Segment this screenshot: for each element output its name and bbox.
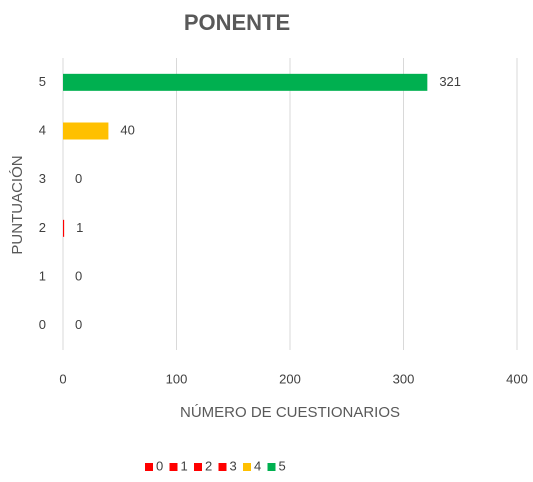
legend-swatch: [169, 463, 178, 471]
legend-label: 3: [230, 458, 237, 473]
legend-swatch: [145, 463, 153, 471]
y-tick-label: 0: [39, 317, 46, 332]
legend-swatch: [243, 463, 251, 471]
legend-label: 4: [254, 458, 261, 473]
data-label: 0: [75, 268, 82, 283]
legend-swatch: [194, 463, 202, 471]
y-tick-label: 3: [39, 171, 46, 186]
y-axis-title: PUNTUACIÓN: [9, 155, 26, 254]
x-tick-label: 300: [393, 371, 415, 386]
x-axis-title: NÚMERO DE CUESTIONARIOS: [180, 404, 400, 421]
data-label: 0: [75, 171, 82, 186]
legend-label: 0: [156, 458, 163, 473]
legend-label: 1: [181, 458, 188, 473]
legend-label: 2: [205, 458, 212, 473]
data-label: 321: [439, 74, 461, 89]
legend-label: 5: [279, 458, 286, 473]
bar: [63, 73, 428, 91]
bar: [63, 122, 109, 140]
x-tick-label: 0: [59, 371, 66, 386]
data-label: 0: [75, 317, 82, 332]
y-tick-label: 5: [39, 74, 46, 89]
legend-swatch: [218, 463, 227, 471]
data-label: 40: [120, 122, 134, 137]
legend-swatch: [267, 463, 276, 471]
chart-title: PONENTE: [184, 10, 290, 35]
bar: [63, 219, 65, 237]
x-tick-label: 200: [279, 371, 301, 386]
x-tick-label: 100: [166, 371, 188, 386]
y-tick-label: 1: [39, 268, 46, 283]
y-tick-label: 4: [39, 122, 46, 137]
data-label: 1: [76, 220, 83, 235]
y-tick-label: 2: [39, 220, 46, 235]
x-tick-label: 400: [506, 371, 528, 386]
